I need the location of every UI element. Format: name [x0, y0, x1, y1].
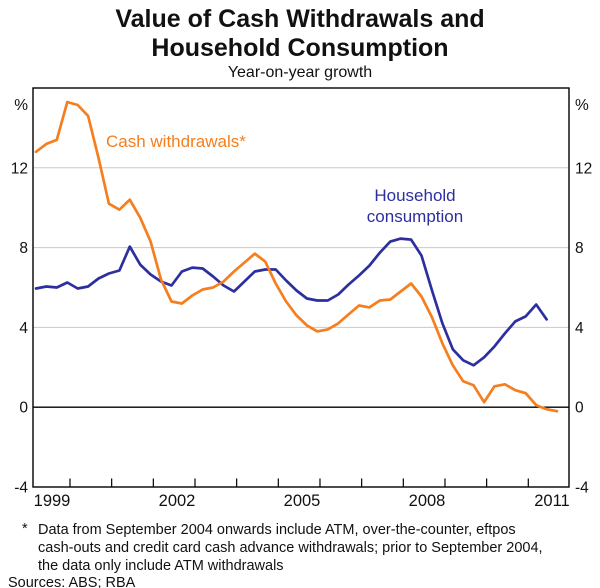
x-axis-year-label: 1999 — [34, 492, 71, 510]
y-axis-label-right: 8 — [575, 240, 584, 257]
x-axis-year-label: 2002 — [159, 492, 196, 510]
y-axis-label-left: 4 — [19, 320, 28, 337]
y-axis-label-left: % — [14, 97, 28, 114]
y-axis-label-left: 0 — [19, 400, 28, 417]
x-axis-year-label: 2005 — [284, 492, 321, 510]
series-label-household-consumption: Household consumption — [366, 186, 464, 226]
y-axis-label-left: 8 — [19, 240, 28, 257]
y-axis-label-right: 0 — [575, 400, 584, 417]
y-axis-label-right: % — [575, 97, 589, 114]
plot-border — [32, 87, 570, 488]
y-axis-label-right: 12 — [575, 160, 592, 177]
series-label-cash-withdrawals: Cash withdrawals* — [106, 132, 246, 151]
footnote-asterisk: * — [22, 521, 28, 537]
footnote-line: Data from September 2004 onwards include… — [38, 522, 516, 538]
y-axis-label-left: -4 — [14, 480, 28, 497]
chart-title: Value of Cash Withdrawals and Household … — [115, 5, 485, 62]
footnote: Data from September 2004 onwards include… — [38, 521, 598, 576]
y-axis-label-right: 4 — [575, 320, 584, 337]
y-axis-label-left: 12 — [11, 160, 28, 177]
y-axis-label-right: -4 — [575, 480, 589, 497]
sources-line: Sources: ABS; RBA — [8, 575, 136, 588]
cash-withdrawals-line — [34, 100, 559, 413]
household-consumption-line — [34, 237, 548, 367]
chart-subtitle: Year-on-year growth — [227, 64, 373, 81]
x-axis-year-label: 2008 — [409, 492, 446, 510]
x-axis-year-label: 2011 — [534, 492, 569, 510]
footnote-line: cash-outs and credit card cash advance w… — [38, 540, 543, 557]
footnote-line: the data only include ATM withdrawals — [38, 558, 284, 575]
